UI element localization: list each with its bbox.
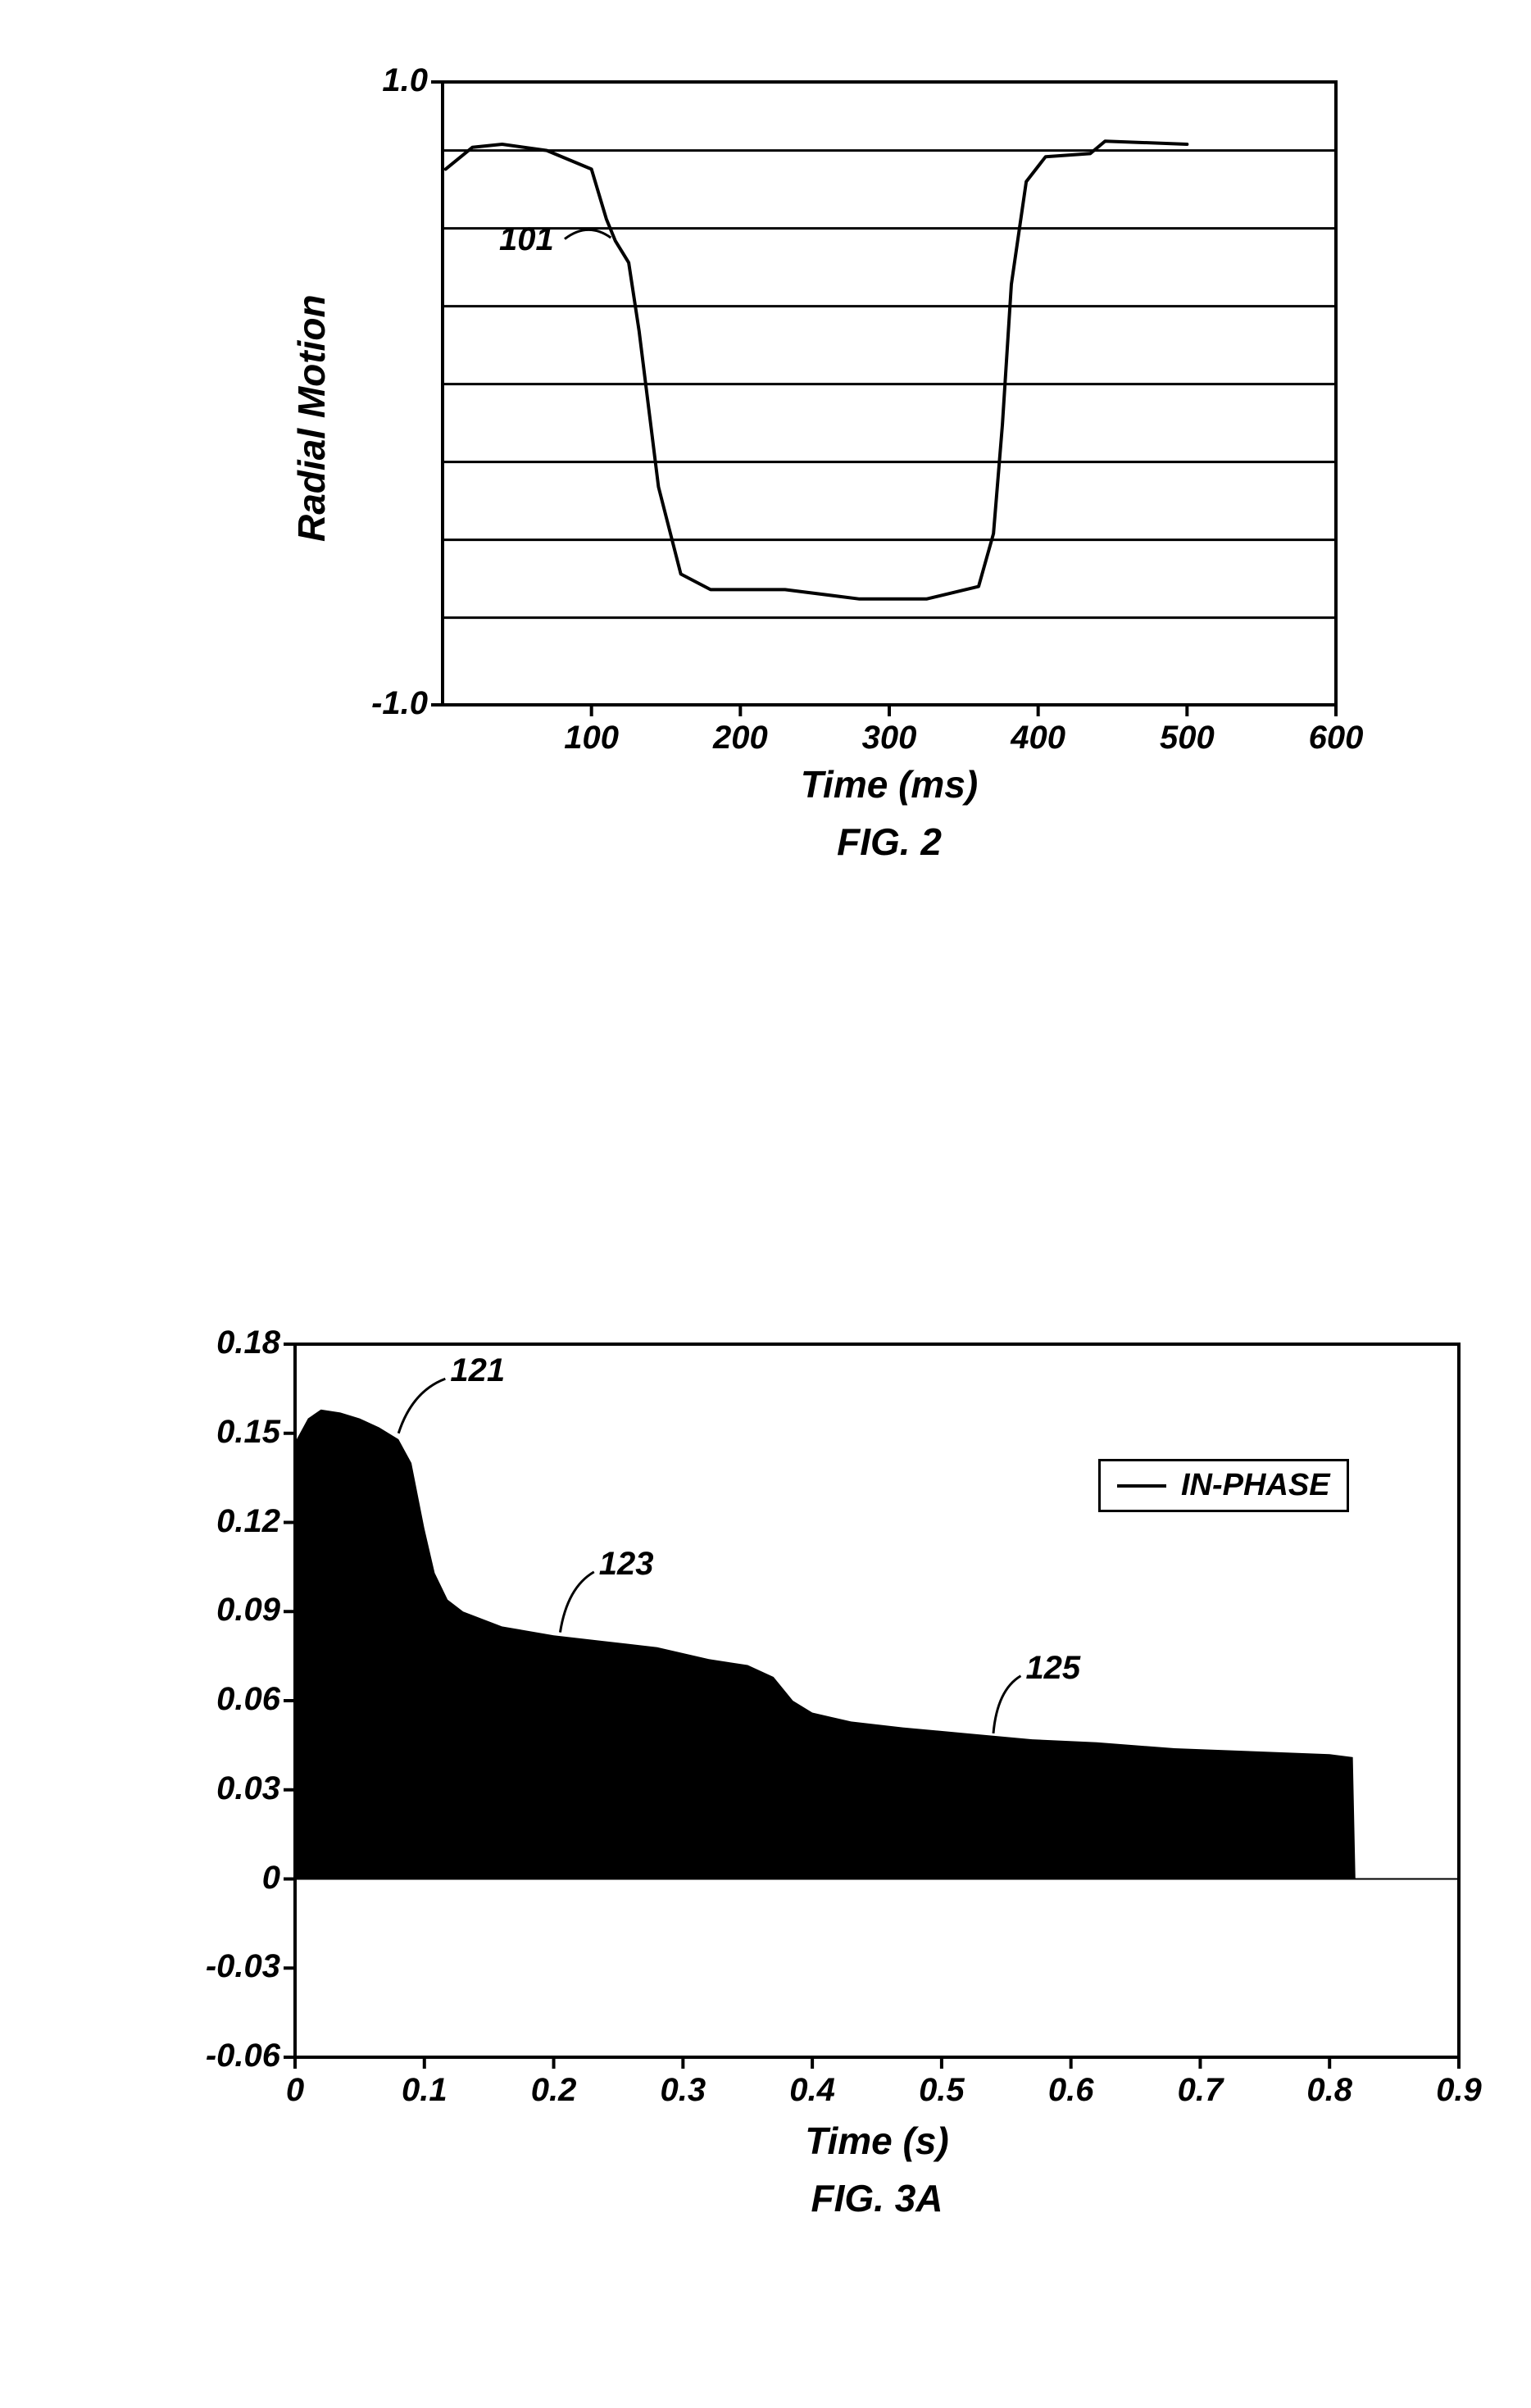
fig3a-ytick-label: 0.12	[174, 1503, 280, 1540]
fig3a-ytick-label: 0	[174, 1860, 280, 1897]
fig2-xtick-label: 500	[1138, 720, 1236, 756]
figure-2-container: Radial Motion -1.0 1.0 100 200 300 400 500 600…	[98, 33, 1426, 893]
leader-line-icon	[49, 1295, 50, 1296]
fig3a-ytick-label: -0.06	[174, 2038, 280, 2074]
fig3a-legend-label: IN-PHASE	[1181, 1468, 1330, 1503]
fig3a-x-label: Time (s)	[295, 2119, 1459, 2163]
fig3a-legend: IN-PHASE	[1098, 1459, 1349, 1512]
fig3a-xtick-label: 0	[254, 2072, 336, 2109]
figure-3a-container: -0.06 -0.03 0 0.03 0.06 0.09 0.12 0.15 0.18 0 0.1…	[49, 1295, 1492, 2279]
fig3a-ytick-label: 0.15	[174, 1414, 280, 1451]
fig2-x-label: Time (ms)	[443, 762, 1336, 806]
fig3a-caption: FIG. 3A	[295, 2176, 1459, 2220]
fig2-xtick-label: 100	[543, 720, 641, 756]
fig3a-xtick-label: 0.7	[1159, 2072, 1241, 2109]
fig2-xtick-label: 600	[1287, 720, 1385, 756]
fig3a-xtick-label: 0.8	[1288, 2072, 1370, 2109]
fig2-caption: FIG. 2	[443, 820, 1336, 864]
fig2-y-label: Radial Motion	[287, 82, 336, 754]
fig3a-plot	[295, 1344, 1459, 2057]
fig2-ytick-label: 1.0	[346, 62, 428, 99]
fig3a-xtick-label: 0.1	[384, 2072, 466, 2109]
legend-swatch-icon	[1117, 1484, 1166, 1488]
fig3a-ytick-label: 0.06	[174, 1681, 280, 1718]
fig2-xtick-label: 400	[989, 720, 1088, 756]
fig3a-xtick-label: 0.5	[901, 2072, 983, 2109]
fig2-xtick-label: 300	[840, 720, 938, 756]
fig2-plot	[443, 82, 1336, 705]
fig3a-annotation-123: 123	[599, 1546, 654, 1583]
fig3a-ytick-label: 0.09	[174, 1592, 280, 1629]
fig2-annotation-101: 101	[499, 221, 554, 258]
fig2-xtick-label: 200	[691, 720, 789, 756]
fig3a-xtick-label: 0.3	[642, 2072, 724, 2109]
fig2-ytick-label: -1.0	[346, 685, 428, 722]
fig3a-xtick-label: 0.6	[1030, 2072, 1112, 2109]
fig3a-xtick-label: 0.9	[1418, 2072, 1500, 2109]
fig3a-ytick-label: -0.03	[174, 1948, 280, 1985]
fig3a-ytick-label: 0.03	[174, 1770, 280, 1807]
fig3a-ytick-label: 0.18	[174, 1324, 280, 1361]
fig3a-xtick-label: 0.2	[513, 2072, 595, 2109]
fig3a-xtick-label: 0.4	[771, 2072, 853, 2109]
fig3a-annotation-125: 125	[1025, 1650, 1080, 1687]
leader-line-icon	[98, 33, 99, 34]
fig3a-annotation-121: 121	[450, 1352, 505, 1389]
